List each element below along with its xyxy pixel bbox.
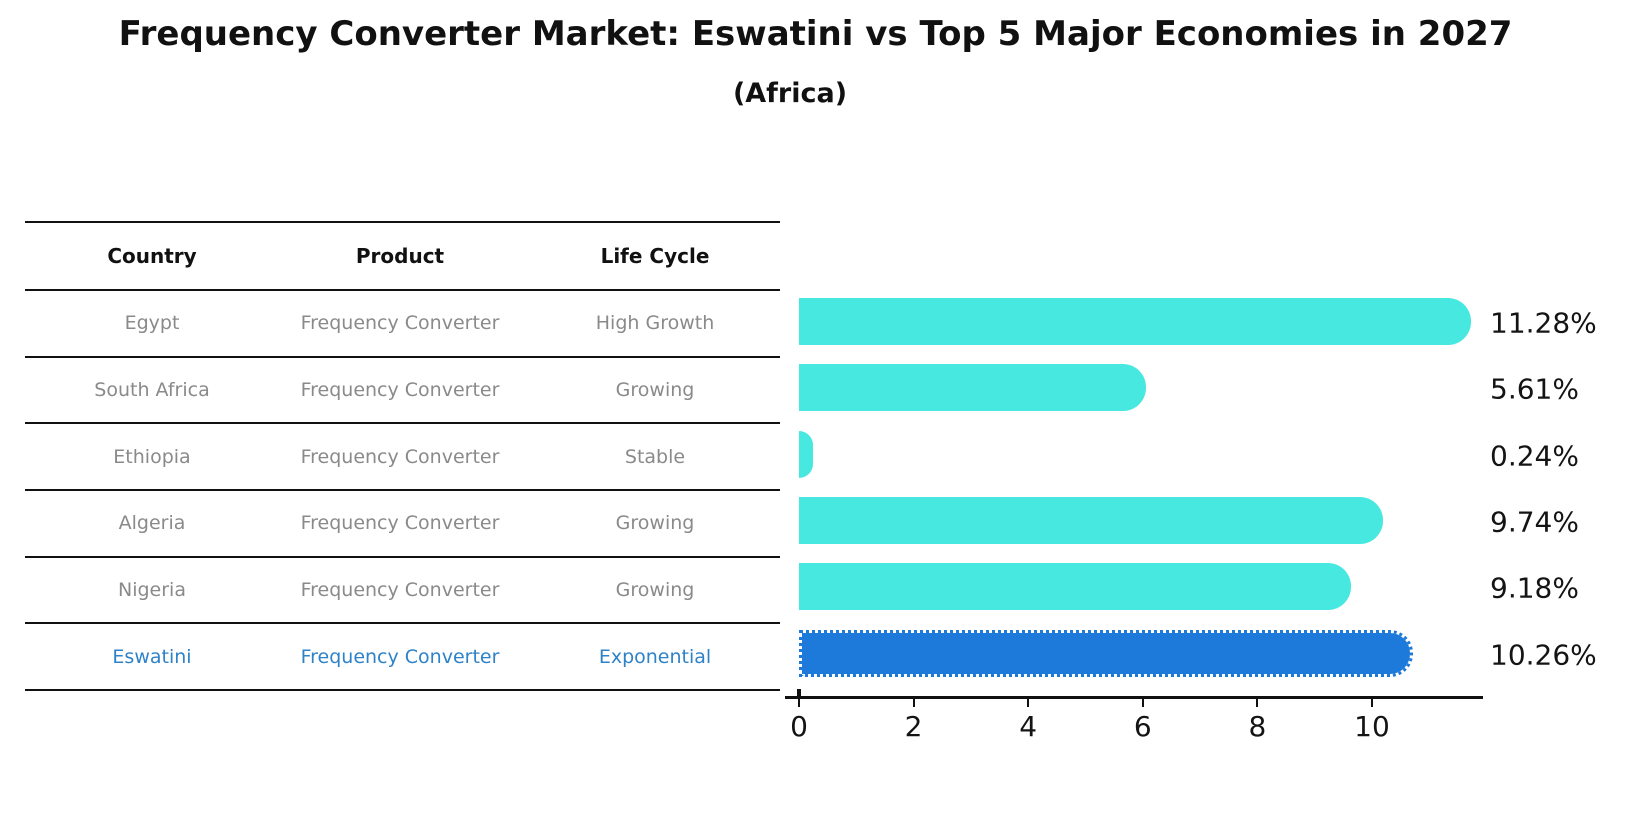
table-row-divider: [25, 489, 780, 491]
x-tick: [912, 698, 915, 707]
x-axis-line: [785, 696, 1483, 699]
bar-value-label: 9.74%: [1490, 505, 1579, 538]
table-row-divider: [25, 422, 780, 424]
cell-country: Nigeria: [118, 579, 186, 601]
cell-product: Frequency Converter: [300, 379, 500, 401]
table-row-divider: [25, 689, 780, 691]
cell-life-cycle: Growing: [615, 512, 695, 534]
cell-life-cycle: Growing: [615, 579, 695, 601]
cell-life-cycle: Exponential: [598, 646, 712, 668]
table-header-country: Country: [107, 244, 197, 268]
x-tick: [1256, 698, 1259, 707]
x-tick: [798, 698, 800, 707]
x-tick-label: 8: [1248, 710, 1267, 743]
bar-south-africa: [799, 364, 1146, 411]
x-tick-label: 10: [1354, 710, 1390, 743]
x-tick: [1371, 698, 1373, 707]
bar-value-label: 9.18%: [1490, 571, 1579, 604]
cell-product: Frequency Converter: [300, 512, 500, 534]
table-row-divider: [25, 289, 780, 291]
cell-life-cycle: Stable: [624, 446, 686, 468]
bar-value-label: 0.24%: [1490, 439, 1579, 472]
x-tick-label: 4: [1019, 710, 1038, 743]
chart-subtitle: (Africa): [732, 78, 848, 109]
bar-algeria: [799, 497, 1383, 544]
x-tick: [1027, 698, 1030, 707]
table-row-divider: [25, 556, 780, 558]
bar-nigeria: [799, 563, 1351, 610]
table-header-lifecycle: Life Cycle: [600, 244, 710, 268]
x-tick-label: 2: [904, 710, 923, 743]
cell-life-cycle: High Growth: [595, 312, 715, 334]
cell-life-cycle: Growing: [615, 379, 695, 401]
table-header-product: Product: [355, 244, 445, 268]
cell-product: Frequency Converter: [300, 446, 500, 468]
x-axis-start-stub: [797, 689, 801, 696]
cell-product: Frequency Converter: [300, 646, 500, 668]
x-tick-label: 0: [790, 710, 808, 743]
bar-value-label: 10.26%: [1490, 638, 1597, 671]
cell-country: Ethiopia: [113, 446, 191, 468]
x-tick: [1141, 698, 1144, 707]
bar-ethiopia: [799, 431, 813, 478]
cell-product: Frequency Converter: [300, 312, 500, 334]
table-row-divider: [25, 356, 780, 358]
cell-country: Egypt: [124, 312, 180, 334]
bar-egypt: [799, 298, 1471, 345]
table-row-divider: [25, 622, 780, 624]
x-tick-label: 6: [1133, 710, 1152, 743]
bar-value-label: 11.28%: [1490, 306, 1597, 339]
chart-title: Frequency Converter Market: Eswatini vs …: [118, 14, 1513, 54]
cell-country: Algeria: [118, 512, 186, 534]
cell-country: South Africa: [94, 379, 210, 401]
cell-country: Eswatini: [112, 646, 192, 668]
table-top-border: [25, 221, 780, 223]
bar-value-label: 5.61%: [1490, 372, 1579, 405]
cell-product: Frequency Converter: [300, 579, 500, 601]
bar-eswatini: [799, 630, 1413, 677]
